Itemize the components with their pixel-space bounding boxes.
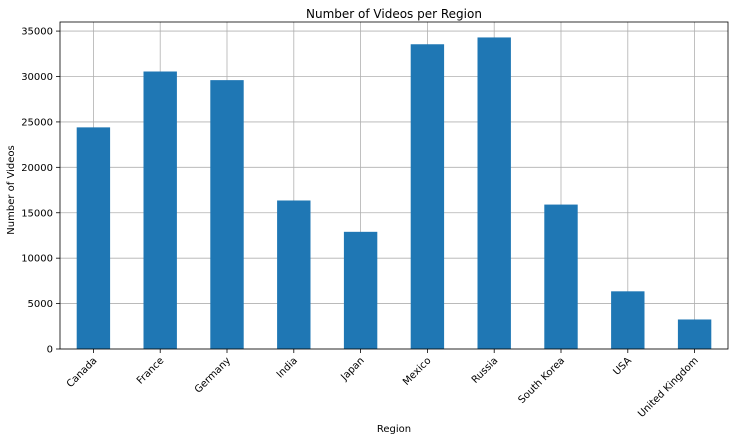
x-tick-label: Mexico — [401, 355, 433, 387]
x-tick-label: United Kingdom — [636, 355, 701, 420]
bar-south-korea — [544, 204, 578, 349]
x-tick-label: USA — [612, 355, 635, 378]
bars — [76, 37, 712, 350]
x-tick-label: Japan — [339, 355, 367, 383]
bar-usa — [611, 291, 645, 349]
bar-japan — [343, 231, 378, 349]
y-axis-label: Number of Videos — [6, 145, 17, 234]
y-tick-label: 0 — [47, 345, 53, 356]
axes-frame — [59, 21, 729, 350]
bar-india — [277, 200, 311, 349]
y-tick-label: 30000 — [21, 72, 53, 83]
bar-mexico — [410, 44, 445, 350]
x-tick-label: Russia — [470, 355, 501, 386]
y-tick-label: 15000 — [21, 208, 53, 219]
chart-title: Number of Videos per Region — [306, 7, 482, 21]
x-tick-label: India — [275, 355, 300, 380]
y-tick-label: 20000 — [21, 163, 53, 174]
bar-france — [143, 71, 177, 350]
x-axis-label: Region — [377, 424, 411, 435]
x-tick-label: Germany — [193, 355, 233, 395]
y-tick-label: 25000 — [21, 117, 53, 128]
y-tick-label: 5000 — [28, 299, 53, 310]
bar-united-kingdom — [677, 319, 712, 349]
y-tick-label: 35000 — [21, 27, 53, 38]
x-tick-label: South Korea — [516, 355, 567, 406]
bar-canada — [76, 127, 111, 349]
y-tick-label: 10000 — [21, 254, 53, 265]
bar-germany — [210, 80, 244, 349]
x-tick-label: Canada — [65, 355, 100, 390]
plot-frame — [59, 21, 729, 350]
bar-russia — [477, 37, 511, 350]
x-tick-label: France — [135, 355, 166, 386]
